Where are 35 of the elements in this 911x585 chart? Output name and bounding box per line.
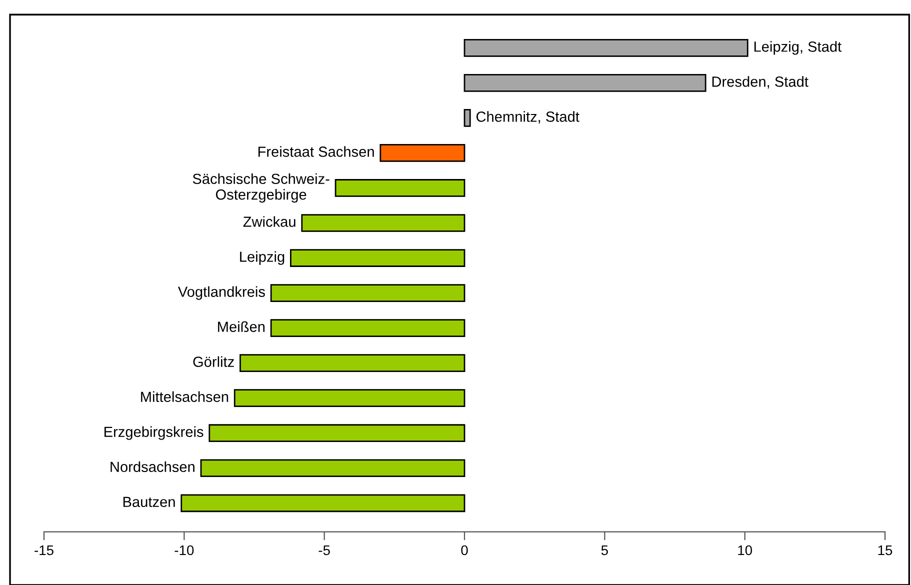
bar bbox=[301, 214, 466, 232]
y-tick-label: Görlitz bbox=[193, 356, 234, 367]
y-tick-label: Mittelsachsen bbox=[141, 391, 228, 402]
x-tick-label: -15 bbox=[34, 545, 54, 556]
bar bbox=[380, 144, 466, 162]
y-tick-label: Dresden, Stadt bbox=[712, 76, 808, 89]
bar bbox=[270, 284, 466, 302]
x-tick-label: -10 bbox=[174, 545, 194, 556]
bar bbox=[240, 354, 466, 372]
y-tick-label: Leipzig, Stadt bbox=[754, 41, 842, 55]
x-tick-label: 5 bbox=[601, 545, 608, 556]
y-tick-label: Nordsachsen bbox=[110, 461, 194, 472]
bar bbox=[200, 459, 466, 478]
bar bbox=[334, 179, 466, 197]
y-tick-label: Meißen bbox=[218, 321, 265, 332]
y-tick-label: Freistaat Sachsen bbox=[258, 146, 374, 157]
y-tick-label: Sächsische Schweiz- Osterzgebirge bbox=[192, 173, 330, 203]
bar bbox=[464, 109, 471, 127]
y-tick-label: Erzgebirgskreis bbox=[104, 426, 204, 440]
bar bbox=[208, 424, 466, 442]
bar bbox=[290, 249, 466, 267]
bar bbox=[270, 319, 466, 337]
x-tick-label: 0 bbox=[461, 545, 468, 556]
bar bbox=[180, 494, 466, 512]
y-tick-label: Vogtlandkreis bbox=[178, 286, 265, 300]
x-tick-label: -5 bbox=[318, 545, 330, 556]
x-tick-label: 15 bbox=[878, 545, 892, 556]
bar bbox=[464, 74, 706, 92]
y-tick-label: Zwickau bbox=[243, 216, 296, 227]
y-tick-label: Chemnitz, Stadt bbox=[476, 111, 580, 124]
y-tick-label: Bautzen bbox=[123, 496, 175, 508]
x-tick-label: 10 bbox=[738, 545, 752, 556]
y-tick-label: Leipzig bbox=[240, 251, 284, 265]
bar bbox=[234, 389, 466, 408]
bar bbox=[464, 38, 748, 57]
